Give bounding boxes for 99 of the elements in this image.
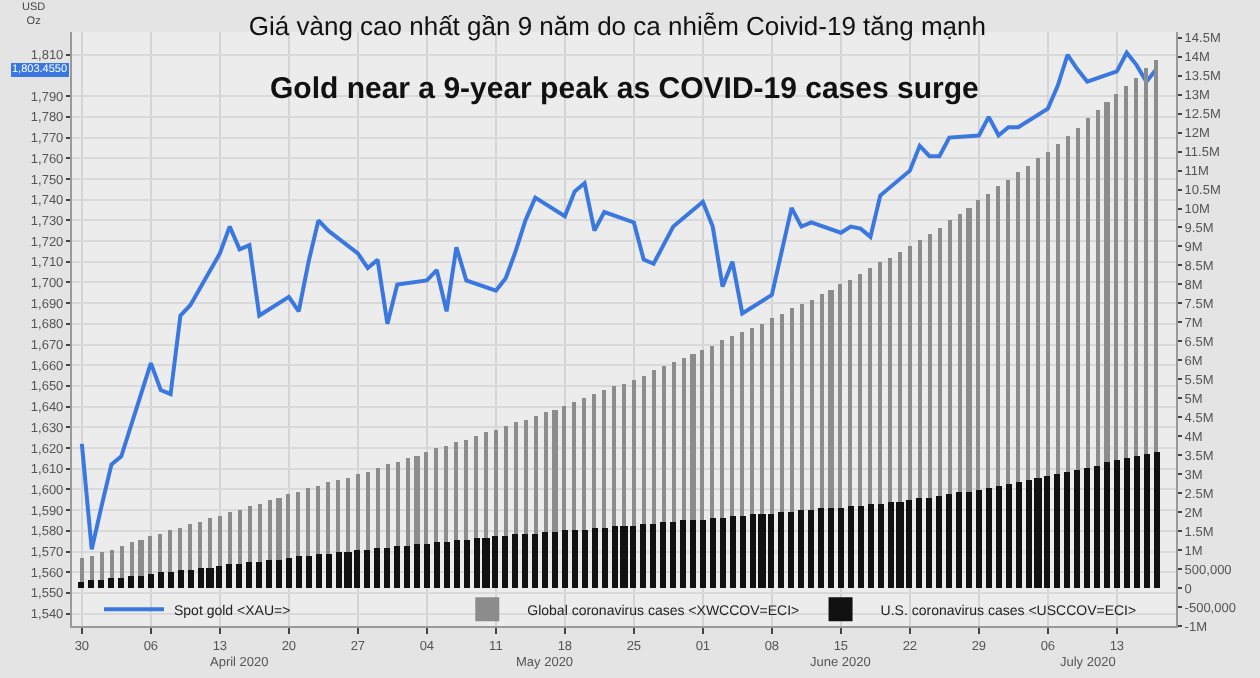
bar [502,536,508,588]
bar [828,508,834,588]
bar [296,556,302,588]
line-series [79,50,1159,552]
bar [108,578,114,588]
bar [1016,482,1022,588]
bar [256,562,262,588]
bar [1114,460,1120,588]
bar [532,534,538,588]
bar [118,578,124,588]
bar [414,544,420,588]
bar [808,510,814,588]
bar [1154,452,1160,588]
bar [128,576,134,588]
bar [522,534,528,588]
bar [620,526,628,588]
chart-title: Giá vàng cao nhất gần 9 năm do ca nhiễm Coivid-19 tăng mạnh [248,11,986,42]
bar [316,554,322,588]
bar [720,518,726,588]
bar [364,550,370,588]
bar [1144,454,1150,588]
bar [778,512,784,588]
bar [758,514,766,588]
bar [858,506,864,588]
bar [946,494,952,588]
bar [148,574,154,588]
bar [344,552,352,588]
bar [848,506,854,588]
bar [650,524,656,588]
bar [98,580,104,588]
bar [670,522,676,588]
bar [818,508,824,588]
bar [424,544,430,588]
bar [404,546,410,588]
bar [916,498,922,588]
bar [730,516,736,588]
bar [78,582,84,588]
bar [552,532,558,588]
bar [986,488,992,588]
bar [434,542,440,588]
bar [562,530,568,588]
bar [680,520,686,588]
bar [266,560,272,588]
bar [1006,484,1012,588]
bar [996,486,1002,588]
bar [276,560,282,588]
bar [384,548,390,588]
bar [1064,472,1070,588]
bar [188,570,194,588]
bar [178,570,184,588]
bar [374,548,380,588]
bar [158,572,164,588]
bar [966,492,972,588]
bar [660,522,666,588]
bar [700,520,706,588]
bar [976,490,982,588]
bar [690,520,696,588]
bar [326,554,332,588]
bar [592,528,598,588]
bar [482,538,490,588]
bar [168,572,174,588]
bar [868,504,874,588]
text: Gold near a 9-year peak as COVID-19 cases surge [270,72,979,106]
bar [226,564,232,588]
bar [878,504,884,588]
bar [454,540,460,588]
bar [1104,462,1110,588]
bar [936,496,942,588]
bar [956,492,962,588]
bar [602,528,608,588]
bar [838,508,844,588]
bar [286,558,292,588]
bar [138,576,144,588]
bar [582,530,588,588]
bar [394,546,400,588]
bar [206,568,214,588]
bar [236,564,242,588]
bar [464,540,470,588]
bar [246,562,252,588]
bar [640,524,646,588]
bar [542,532,548,588]
bar [444,542,450,588]
bar [798,510,804,588]
bar [572,530,578,588]
bar [1134,456,1140,588]
bar [710,518,716,588]
bar [926,498,932,588]
bar [1054,474,1060,588]
bar [896,502,904,588]
bar [788,512,794,588]
bar [1124,458,1130,588]
bar [306,556,312,588]
bar [1094,466,1100,588]
bar [740,516,746,588]
bar [88,580,94,588]
bar [512,534,518,588]
bar [1034,478,1042,588]
bar [1074,470,1080,588]
bar [1084,468,1090,588]
